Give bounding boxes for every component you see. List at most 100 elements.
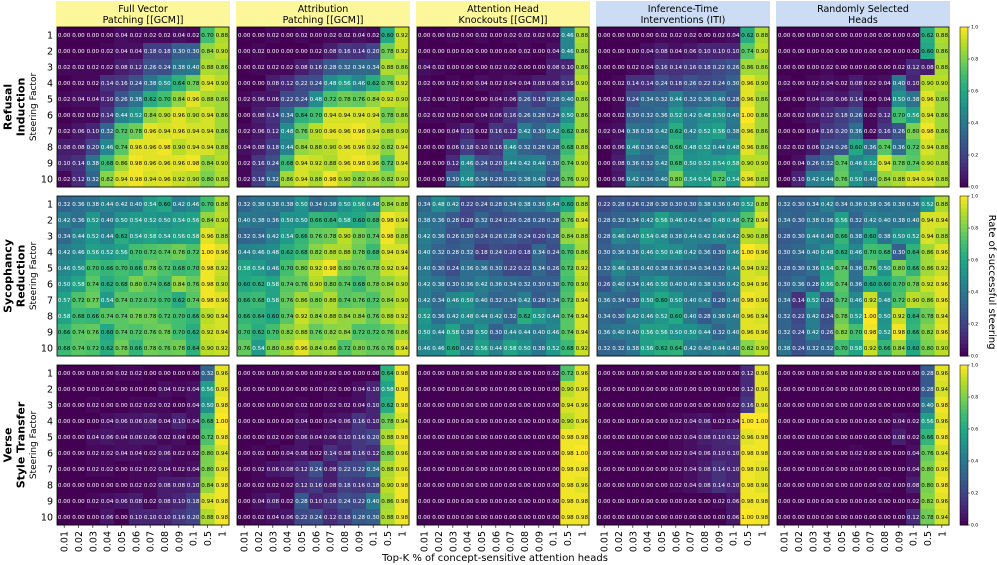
cell-value-label: 0.88 [381,129,394,135]
task-name: Verse Style Transfer [2,401,28,488]
cell-value-label: 0.04 [187,403,200,409]
cell-value-label: 0.00 [792,49,805,55]
cell-value-label: 0.34 [353,65,366,71]
x-tick-label: 0.05 [657,531,668,552]
cell-value-label: 0.76 [864,266,877,272]
colorbar-segment [960,127,968,132]
cell-value-label: 0.50 [295,202,308,208]
cell-value-label: 0.68 [670,161,683,167]
cell-value-label: 0.98 [396,371,409,377]
cell-value-label: 0.00 [310,403,323,409]
y-tick-label: 2 [47,216,53,227]
cell-value-label: 0.70 [201,202,214,208]
cell-value-label: 0.50 [684,161,697,167]
cell-value-label: 0.94 [396,346,409,352]
colorbar-segment [960,99,968,104]
cell-value-label: 0.08 [267,81,280,87]
cell-value-label: 0.94 [396,145,409,151]
x-tick-label: 0.03 [628,531,639,552]
cell-value-label: 0.98 [756,499,769,505]
cell-value-label: 0.32 [518,145,530,151]
cell-value-label: 0.54 [821,266,834,272]
cell-value-label: 0.06 [324,435,337,441]
cell-value-label: 0.00 [58,33,71,39]
cell-value-label: 0.76 [367,314,380,320]
cell-value-label: 0.72 [907,145,919,151]
cell-value-label: 0.00 [252,33,265,39]
cell-value-label: 0.06 [612,145,625,151]
cell-value-label: 0.00 [461,113,474,119]
cell-value-label: 0.28 [807,282,820,288]
cell-value-label: 0.96 [130,145,143,151]
cell-value-label: 0.00 [627,387,640,393]
cell-value-label: 0.00 [698,403,711,409]
heatmap-cell [265,43,281,60]
cell-value-label: 0.00 [461,33,474,39]
y-tick-label: 9 [47,497,53,508]
cell-value-label: 0.00 [778,113,791,119]
colorbar-segment [960,465,968,470]
cell-value-label: 0.96 [396,451,409,457]
colorbar-segment [960,457,968,462]
heatmap-panel: 0.00 0.00 0.00 0.00 0.00 0.00 0.00 0.00 0.00 0.00… [776,364,950,526]
cell-value-label: 0.00 [173,371,186,377]
cell-value-label: 0.88 [310,145,323,151]
x-tick-label: 0.5 [923,531,934,546]
cell-value-label: 0.34 [684,266,697,272]
cell-value-label: 0.32 [807,346,819,352]
cell-value-label: 0.32 [655,97,667,103]
cell-value-label: 0.82 [324,330,336,336]
cell-value-label: 0.02 [547,33,559,39]
cell-value-label: 0.00 [778,515,791,521]
colorbar-segment [960,284,968,289]
cell-value-label: 0.66 [921,435,934,441]
heatmap-cell [100,123,115,140]
colorbar-segment [960,119,968,124]
cell-value-label: 0.88 [381,435,394,441]
cell-value-label: 0.90 [576,81,589,87]
cell-value-label: 0.50 [115,218,128,224]
cell-value-label: 0.74 [835,161,848,167]
heatmap-cell [200,171,216,188]
cell-value-label: 0.10 [713,49,726,55]
cell-value-label: 0.00 [684,371,697,377]
cell-value-label: 0.00 [821,49,834,55]
cell-value-label: 0.56 [187,218,200,224]
cell-value-label: 0.62 [655,346,667,352]
cell-value-label: 0.10 [367,403,380,409]
cell-value-label: 0.02 [324,33,336,39]
cell-value-label: 0.94 [338,113,351,119]
cell-value-label: 0.00 [713,403,726,409]
cell-value-label: 0.72 [561,266,573,272]
cell-value-label: 0.42 [418,282,430,288]
cell-value-label: 0.02 [281,65,293,71]
cell-value-label: 0.40 [101,218,114,224]
cell-value-label: 0.04 [281,451,294,457]
cell-value-label: 0.44 [547,202,560,208]
cell-value-label: 0.26 [518,113,531,119]
colorbar-tick-label: 0.2 [971,153,978,159]
cell-value-label: 0.66 [835,234,848,240]
cell-value-label: 0.84 [310,314,323,320]
heatmap-cell [186,91,201,108]
heatmap-panel: 0.00 0.00 0.00 0.00 0.00 0.00 0.00 0.00 0.00 0.02… [416,364,590,526]
cell-value-label: 0.26 [807,161,820,167]
cell-value-label: 0.98 [216,435,229,441]
cell-value-label: 0.08 [252,113,265,119]
heatmap-cell [186,107,201,124]
cell-value-label: 0.98 [187,161,200,167]
cell-value-label: 0.00 [353,371,366,377]
cell-value-label: 0.00 [490,467,503,473]
cell-value-label: 0.00 [58,499,71,505]
y-tick-label: 10 [41,344,53,355]
x-tick-label: 0.08 [340,531,351,552]
cell-value-label: 0.12 [727,435,739,441]
cell-value-label: 0.10 [713,451,726,457]
cell-value-label: 0.54 [101,298,114,304]
cell-value-label: 0.96 [936,330,949,336]
heatmap-cell [237,123,252,140]
cell-value-label: 0.74 [561,314,574,320]
cell-value-label: 0.34 [627,282,640,288]
cell-value-label: 0.78 [115,346,128,352]
cell-value-label: 0.96 [741,81,754,87]
